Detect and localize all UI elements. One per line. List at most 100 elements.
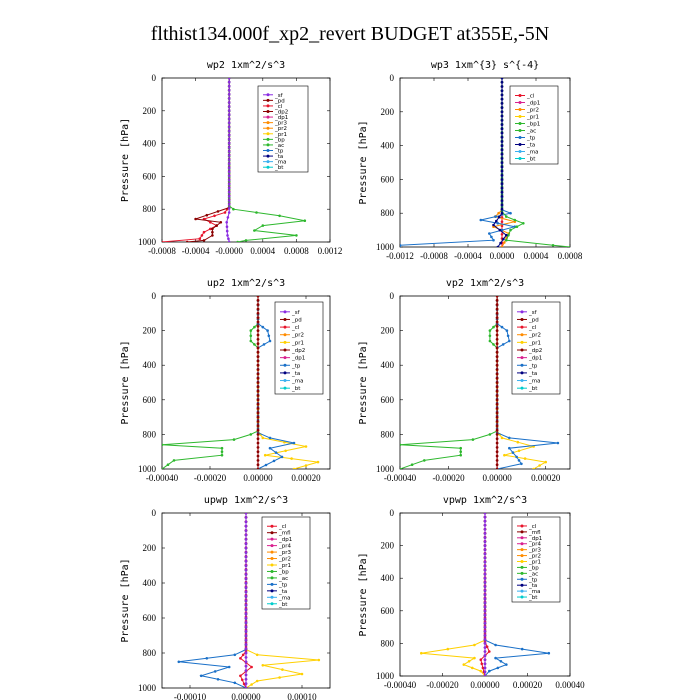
data-point [213,670,217,673]
data-point [200,234,204,237]
x-tick-label: 0.00020 [513,680,543,690]
data-point [244,638,248,642]
legend-label: _dp1 [278,537,292,543]
data-point [256,363,260,367]
series-line-_pr1 [421,513,486,676]
plot-frame [161,295,331,470]
data-point [227,150,231,153]
data-point [227,203,231,206]
legend-label: _ma [274,160,286,166]
legend-label: _pr1 [528,340,541,346]
legend-label: _pr3 [528,548,542,554]
legend-marker [283,333,287,337]
data-point [495,437,499,441]
data-point [483,544,487,547]
data-point [227,84,231,88]
legend-marker [283,340,287,344]
data-point [256,316,260,319]
data-point [508,446,511,450]
legend-marker [520,571,524,575]
legend: _sf_pd _cl _pr2_pr1 _dp2 _dp1_tp _ta _ma_bt [274,301,324,395]
data-point [256,299,260,302]
data-point [244,568,248,572]
data-point [225,225,229,228]
data-point [483,601,487,604]
data-point [227,178,231,182]
y-tick-label: 400 [143,360,157,370]
series-group [420,513,551,676]
legend-label: _pr2 [526,108,539,114]
series-group [162,78,307,242]
legend-marker [283,317,287,321]
data-point [459,446,463,450]
data-point [253,343,256,346]
legend-label: _bt [291,386,301,392]
legend-marker [270,576,274,580]
data-point [172,459,176,462]
legend: _cl_mfl_dp1_pr4_pr3_pr2_pr1_bp_ac_tp_ta_… [511,516,561,603]
y-tick-label: 400 [143,139,157,149]
data-point [479,218,483,222]
data-point [500,325,504,329]
data-point [492,223,495,227]
data-point [495,407,499,410]
panel-4: vp2 1xm^2/s^3 Pressure [hPa] 0 200 400 600 800… [358,278,571,483]
data-point [483,674,487,676]
data-point [522,222,525,225]
data-point [500,110,504,114]
data-point [274,451,278,454]
data-point [495,363,499,367]
legend-label: _dp1 [526,101,540,107]
data-point [496,666,500,670]
x-tick-label: 0.00000 [470,680,500,690]
legend-marker [283,325,287,329]
data-point [505,663,508,666]
panel-5: upwp 1xm^2/s^3 Pressure [hPa] 0 200 400 600 80… [120,495,331,700]
data-point [495,385,499,389]
legend-marker [270,557,274,561]
legend-label: _sf [274,93,284,99]
legend-marker [266,126,270,130]
data-point [423,459,426,462]
data-point [209,227,212,231]
data-point [495,398,499,402]
y-tick-label: 1000 [138,464,157,474]
data-point [280,455,284,459]
data-point [483,523,487,527]
legend-marker [270,550,274,554]
legend-label: _pr1 [291,340,304,346]
data-point [495,441,499,445]
data-point [495,454,499,458]
data-point [480,662,484,666]
data-point [500,135,504,139]
x-tick-label: -0.00040 [384,680,417,690]
data-point [227,133,231,137]
data-point [278,214,281,218]
legend-label: _cl [291,325,300,331]
x-tick-label: -0.00020 [432,473,465,483]
data-point [202,239,206,242]
data-point [227,117,231,121]
legend-marker [520,333,524,337]
y-tick-label: 600 [381,606,395,616]
data-point [494,215,497,218]
data-point [500,186,504,190]
x-tick-label: -0.0000 [215,246,243,256]
data-point [420,651,423,655]
series-group [177,513,321,688]
y-tick-label: 400 [143,578,157,588]
legend-label: _tp [278,582,288,588]
data-point [483,613,487,617]
data-point [255,211,258,214]
legend-label: _cl [528,325,537,331]
data-point [241,653,245,657]
data-point [256,296,260,298]
data-point [244,524,248,528]
legend-marker [266,149,270,152]
x-tick-label: -0.00040 [146,473,179,483]
data-point [497,211,500,215]
data-point [495,303,499,306]
x-tick-label: 0.0012 [318,246,343,256]
data-point [488,433,492,436]
data-point [225,221,228,224]
